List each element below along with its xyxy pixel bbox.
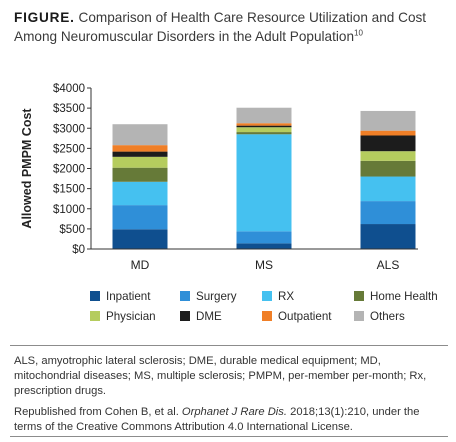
legend-swatch (180, 291, 190, 301)
bar-segment-md-dme (112, 151, 168, 157)
legend-item-surgery: Surgery (180, 290, 237, 303)
legend-swatch (354, 311, 364, 321)
chart-legend: Inpatient Surgery RX Home Health Physician DM… (0, 284, 456, 334)
legend-item-home-health: Home Health (354, 290, 438, 303)
bar-segment-als-inpatient (360, 224, 416, 249)
source-note: Republished from Cohen B, et al. Orphane… (14, 405, 442, 435)
bar-segment-ms-surgery (236, 231, 292, 244)
y-tick-label: $4000 (53, 83, 85, 95)
bar-segment-md-physician (112, 156, 168, 168)
legend-item-others: Others (354, 310, 405, 323)
legend-label: Physician (106, 310, 156, 323)
legend-label: Others (370, 310, 405, 323)
bar-segment-ms-home-health (236, 132, 292, 135)
x-tick-label: MS (255, 258, 273, 272)
figure-title-text: Comparison of Health Care Resource Utili… (14, 10, 427, 44)
legend-item-rx: RX (262, 290, 294, 303)
y-tick-label: $3500 (53, 103, 85, 115)
x-tick-label: MD (131, 258, 150, 272)
bar-segment-als-others (360, 110, 416, 131)
bar-segment-als-rx (360, 176, 416, 202)
abbreviations-note: ALS, amyotrophic lateral sclerosis; DME,… (14, 355, 427, 397)
bottom-divider (10, 436, 448, 437)
legend-item-inpatient: Inpatient (90, 290, 150, 303)
bar-segment-md-home-health (112, 167, 168, 182)
bar-segment-ms-dme (236, 125, 292, 128)
figure-title: FIGURE. Comparison of Health Care Resour… (14, 8, 446, 46)
y-tick-label: $0 (72, 244, 85, 256)
bar-segment-als-outpatient (360, 130, 416, 136)
bar-segment-ms-inpatient (236, 243, 292, 249)
bar-segment-als-home-health (360, 160, 416, 177)
legend-swatch (180, 311, 190, 321)
stacked-bar-chart: $0 $500 $1000 $1500 $2000 $2500 $3000 $3500 $400… (20, 83, 418, 272)
y-tick-label: $1500 (53, 184, 85, 196)
y-tick-label: $1000 (53, 204, 85, 216)
y-tick-label: $2500 (53, 143, 85, 155)
bar-segment-ms-others (236, 107, 292, 124)
bar-segment-ms-physician (236, 127, 292, 133)
bar-segment-als-dme (360, 135, 416, 152)
source-journal: Orphanet J Rare Dis. (181, 406, 287, 418)
legend-label: Surgery (196, 290, 237, 303)
bar-segment-ms-outpatient (236, 123, 292, 126)
figure-notes: ALS, amyotrophic lateral sclerosis; DME,… (14, 354, 442, 441)
legend-label: RX (278, 290, 295, 303)
legend-swatch (262, 311, 272, 321)
bar-segment-als-physician (360, 151, 416, 161)
legend-item-physician: Physician (90, 310, 156, 323)
bar-segment-als-surgery (360, 201, 416, 225)
figure-label: FIGURE. (14, 10, 75, 25)
y-tick-label: $2000 (53, 164, 85, 176)
legend-label: Home Health (370, 290, 438, 303)
legend-swatch (90, 311, 100, 321)
legend-label: Outpatient (278, 310, 332, 323)
divider (10, 345, 448, 346)
bar-segment-md-inpatient (112, 229, 168, 249)
legend-swatch (262, 291, 272, 301)
x-tick-label: ALS (377, 258, 400, 272)
figure-reference: 10 (354, 28, 363, 38)
legend-item-dme: DME (180, 310, 222, 323)
legend-swatch (354, 291, 364, 301)
bar-segment-md-rx (112, 181, 168, 206)
source-suffix: 2018;13(1):210, under the terms of the C… (14, 406, 420, 433)
bar-segment-ms-rx (236, 134, 292, 232)
legend-item-outpatient: Outpatient (262, 310, 332, 323)
source-prefix: Republished from Cohen B, et al. (14, 406, 182, 418)
bar-segment-md-outpatient (112, 145, 168, 152)
bar-segment-md-surgery (112, 205, 168, 230)
legend-label: Inpatient (106, 290, 151, 303)
legend-label: DME (196, 310, 222, 323)
bar-segment-md-others (112, 124, 168, 146)
legend-swatch (90, 291, 100, 301)
y-axis-label: Allowed PMPM Cost (20, 108, 34, 229)
y-tick-label: $3000 (53, 123, 85, 135)
y-tick-label: $500 (59, 224, 85, 236)
